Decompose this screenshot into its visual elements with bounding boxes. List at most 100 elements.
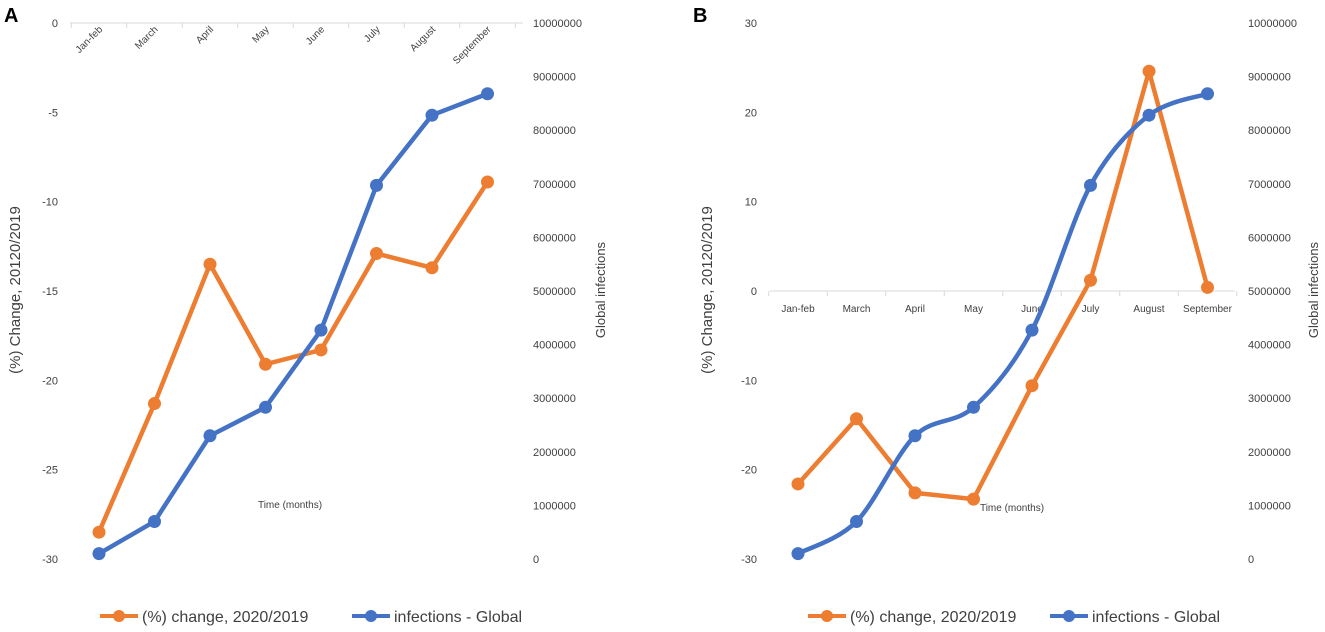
data-point-orange[interactable] <box>314 343 328 357</box>
legend-item-infections[interactable]: infections - Global <box>1050 609 1220 626</box>
y2-tick-label: 8000000 <box>1248 125 1291 137</box>
y2-tick-label: 5000000 <box>533 286 576 298</box>
data-point-blue[interactable] <box>203 429 217 443</box>
data-point-orange[interactable] <box>259 357 272 371</box>
data-point-blue[interactable] <box>908 429 922 443</box>
data-point-orange[interactable] <box>967 492 980 506</box>
panel-a-y-axis-title: (%) Change, 20120/2019 <box>7 206 24 374</box>
data-point-orange[interactable] <box>908 486 922 500</box>
legend-label: (%) change, 2020/2019 <box>142 609 308 626</box>
panel-b-y2-axis-title: Global infections <box>1306 241 1321 338</box>
category-label: Jan-feb <box>781 304 815 315</box>
y2-tick-label: 0 <box>533 554 539 566</box>
category-label: September <box>1183 304 1233 315</box>
y-tick-label: -30 <box>741 554 757 566</box>
data-point-orange[interactable] <box>425 261 439 275</box>
y2-tick-label: 5000000 <box>1248 286 1291 298</box>
y2-tick-label: 0 <box>1248 554 1254 566</box>
data-point-blue[interactable] <box>425 108 439 122</box>
legend-label: (%) change, 2020/2019 <box>850 609 1016 626</box>
y-tick-label: 30 <box>745 18 757 30</box>
panel-b-legend: (%) change, 2020/2019 infections - Globa… <box>808 609 1220 626</box>
y2-tick-label: 8000000 <box>533 125 576 137</box>
legend-label: infections - Global <box>1092 609 1220 626</box>
y2-tick-label: 3000000 <box>533 393 576 405</box>
legend-orange-marker <box>821 610 833 622</box>
data-point-blue[interactable] <box>1084 178 1097 192</box>
y2-tick-label: 7000000 <box>1248 179 1291 191</box>
category-label: September <box>451 24 494 67</box>
data-point-blue[interactable] <box>1201 87 1214 101</box>
data-point-orange[interactable] <box>1084 273 1097 287</box>
data-point-blue[interactable] <box>92 547 106 561</box>
panel-a-y2-axis-title: Global infections <box>593 241 608 338</box>
y2-tick-label: 3000000 <box>1248 393 1291 405</box>
y-tick-label: 0 <box>751 286 757 298</box>
y2-tick-label: 4000000 <box>1248 340 1291 352</box>
y2-tick-label: 10000000 <box>1248 18 1297 30</box>
panel-a: A 0-5-10-15-20-25-30 1000000090000008000… <box>4 5 608 626</box>
y2-tick-label: 1000000 <box>1248 500 1291 512</box>
data-point-blue[interactable] <box>1142 108 1156 122</box>
category-label: May <box>964 304 983 315</box>
panel-b-y-axis-title: (%) Change, 20120/2019 <box>699 206 716 374</box>
series-line-orange <box>96 179 490 535</box>
legend-item-infections[interactable]: infections - Global <box>352 609 522 626</box>
legend-item-pct-change[interactable]: (%) change, 2020/2019 <box>808 609 1016 626</box>
data-point-orange[interactable] <box>370 246 383 260</box>
y-tick-label: -10 <box>741 375 757 387</box>
y2-tick-label: 6000000 <box>533 232 576 244</box>
category-label: Jan-feb <box>74 24 106 56</box>
data-point-orange[interactable] <box>148 397 161 411</box>
legend-blue-marker <box>1063 610 1075 622</box>
data-point-orange[interactable] <box>791 477 805 491</box>
data-point-blue[interactable] <box>370 178 383 192</box>
panel-a-x-axis-title: Time (months) <box>258 500 322 511</box>
y2-tick-label: 9000000 <box>1248 72 1291 84</box>
y2-tick-label: 10000000 <box>533 18 582 30</box>
y-tick-label: 0 <box>52 18 58 30</box>
data-point-blue[interactable] <box>314 323 328 337</box>
data-point-orange[interactable] <box>850 412 863 426</box>
legend-item-pct-change[interactable]: (%) change, 2020/2019 <box>100 609 308 626</box>
legend-orange-marker <box>113 610 125 622</box>
data-point-blue[interactable] <box>850 514 863 528</box>
data-point-blue[interactable] <box>148 514 161 528</box>
category-label: March <box>843 304 871 315</box>
y2-tick-label: 4000000 <box>533 340 576 352</box>
category-label: April <box>905 304 925 315</box>
category-label: July <box>1082 304 1100 315</box>
category-label: June <box>304 24 327 47</box>
panel-b-label: B <box>693 5 707 27</box>
data-point-orange[interactable] <box>481 175 494 189</box>
legend-blue-marker <box>365 610 377 622</box>
data-point-blue[interactable] <box>1025 323 1039 337</box>
category-label: March <box>133 24 160 51</box>
data-point-blue[interactable] <box>259 400 272 414</box>
y2-tick-label: 7000000 <box>533 179 576 191</box>
legend-label: infections - Global <box>394 609 522 626</box>
series-line-blue <box>96 91 490 556</box>
panel-a-label: A <box>4 5 18 27</box>
category-label: August <box>1133 304 1164 315</box>
data-point-orange[interactable] <box>203 257 217 271</box>
data-point-orange[interactable] <box>1201 280 1214 294</box>
category-label: August <box>408 24 438 54</box>
category-label: May <box>250 24 271 45</box>
y-tick-label: -20 <box>42 375 58 387</box>
y-tick-label: 10 <box>745 197 757 209</box>
y-tick-label: 20 <box>745 107 757 119</box>
data-point-blue[interactable] <box>481 87 494 101</box>
y-tick-label: -5 <box>48 107 58 119</box>
data-point-blue[interactable] <box>967 400 980 414</box>
series-line-blue <box>795 91 1210 556</box>
data-point-orange[interactable] <box>1142 64 1156 78</box>
data-point-blue[interactable] <box>791 547 805 561</box>
y-tick-label: -20 <box>741 465 757 477</box>
y-tick-label: -10 <box>42 197 58 209</box>
data-point-orange[interactable] <box>92 525 106 539</box>
y-tick-label: -30 <box>42 554 58 566</box>
data-point-orange[interactable] <box>1025 379 1039 393</box>
series-orange <box>791 64 1214 506</box>
